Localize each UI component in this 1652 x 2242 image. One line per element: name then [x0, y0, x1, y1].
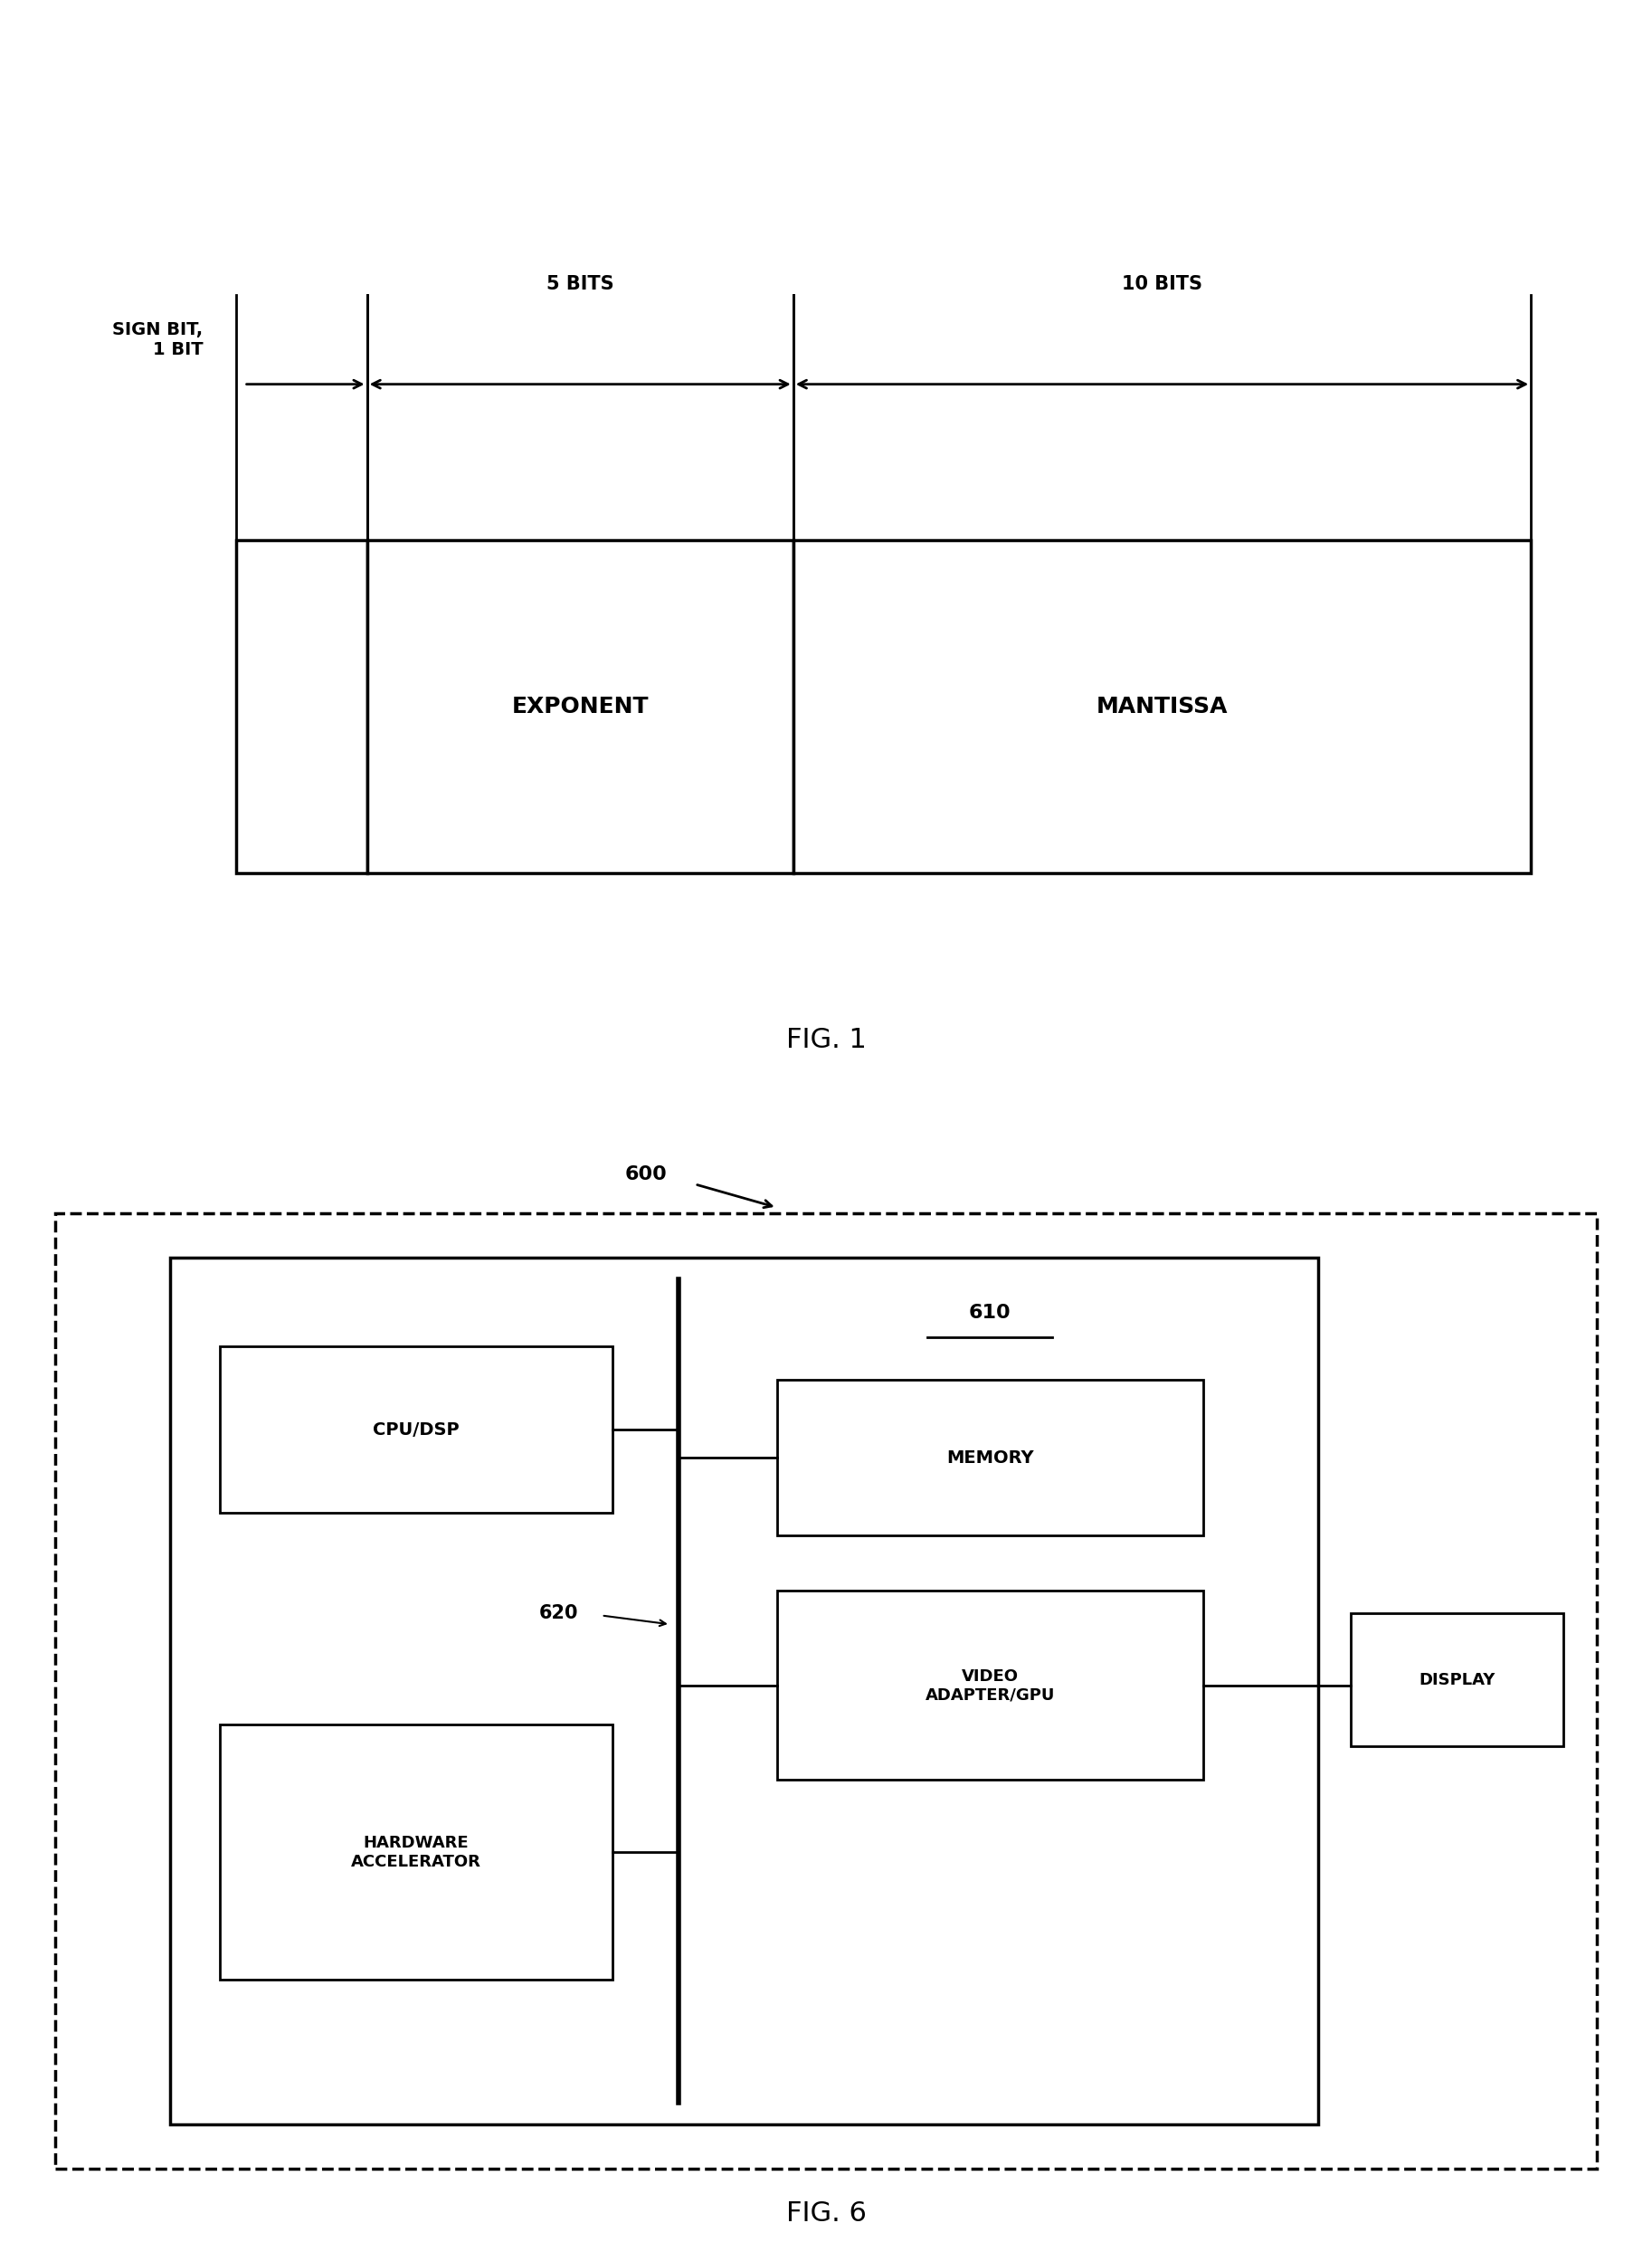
Text: EXPONENT: EXPONENT	[512, 695, 649, 717]
Text: FIG. 6: FIG. 6	[786, 2199, 866, 2226]
Text: HARDWARE
ACCELERATOR: HARDWARE ACCELERATOR	[352, 1834, 481, 1870]
Text: 600: 600	[624, 1166, 667, 1184]
Text: SIGN BIT,
1 BIT: SIGN BIT, 1 BIT	[112, 321, 203, 359]
Text: FIG. 1: FIG. 1	[786, 1027, 866, 1054]
Text: MEMORY: MEMORY	[947, 1448, 1034, 1466]
Bar	[236, 540, 367, 874]
Text: 10 BITS: 10 BITS	[1122, 276, 1203, 294]
Text: 620: 620	[539, 1605, 578, 1623]
Bar	[793, 540, 1531, 874]
Text: 5 BITS: 5 BITS	[547, 276, 615, 294]
Bar	[776, 1379, 1203, 1536]
Text: 610: 610	[968, 1305, 1011, 1323]
Text: VIDEO
ADAPTER/GPU: VIDEO ADAPTER/GPU	[925, 1668, 1054, 1704]
Bar	[220, 1347, 613, 1513]
Bar	[1351, 1614, 1564, 1747]
Bar	[220, 1724, 613, 1980]
Bar	[170, 1258, 1318, 2125]
Text: CPU/DSP: CPU/DSP	[373, 1421, 459, 1439]
Text: DISPLAY: DISPLAY	[1419, 1673, 1495, 1688]
Bar	[367, 540, 793, 874]
Bar	[56, 1213, 1596, 2168]
Bar	[776, 1592, 1203, 1780]
Text: MANTISSA: MANTISSA	[1097, 695, 1227, 717]
